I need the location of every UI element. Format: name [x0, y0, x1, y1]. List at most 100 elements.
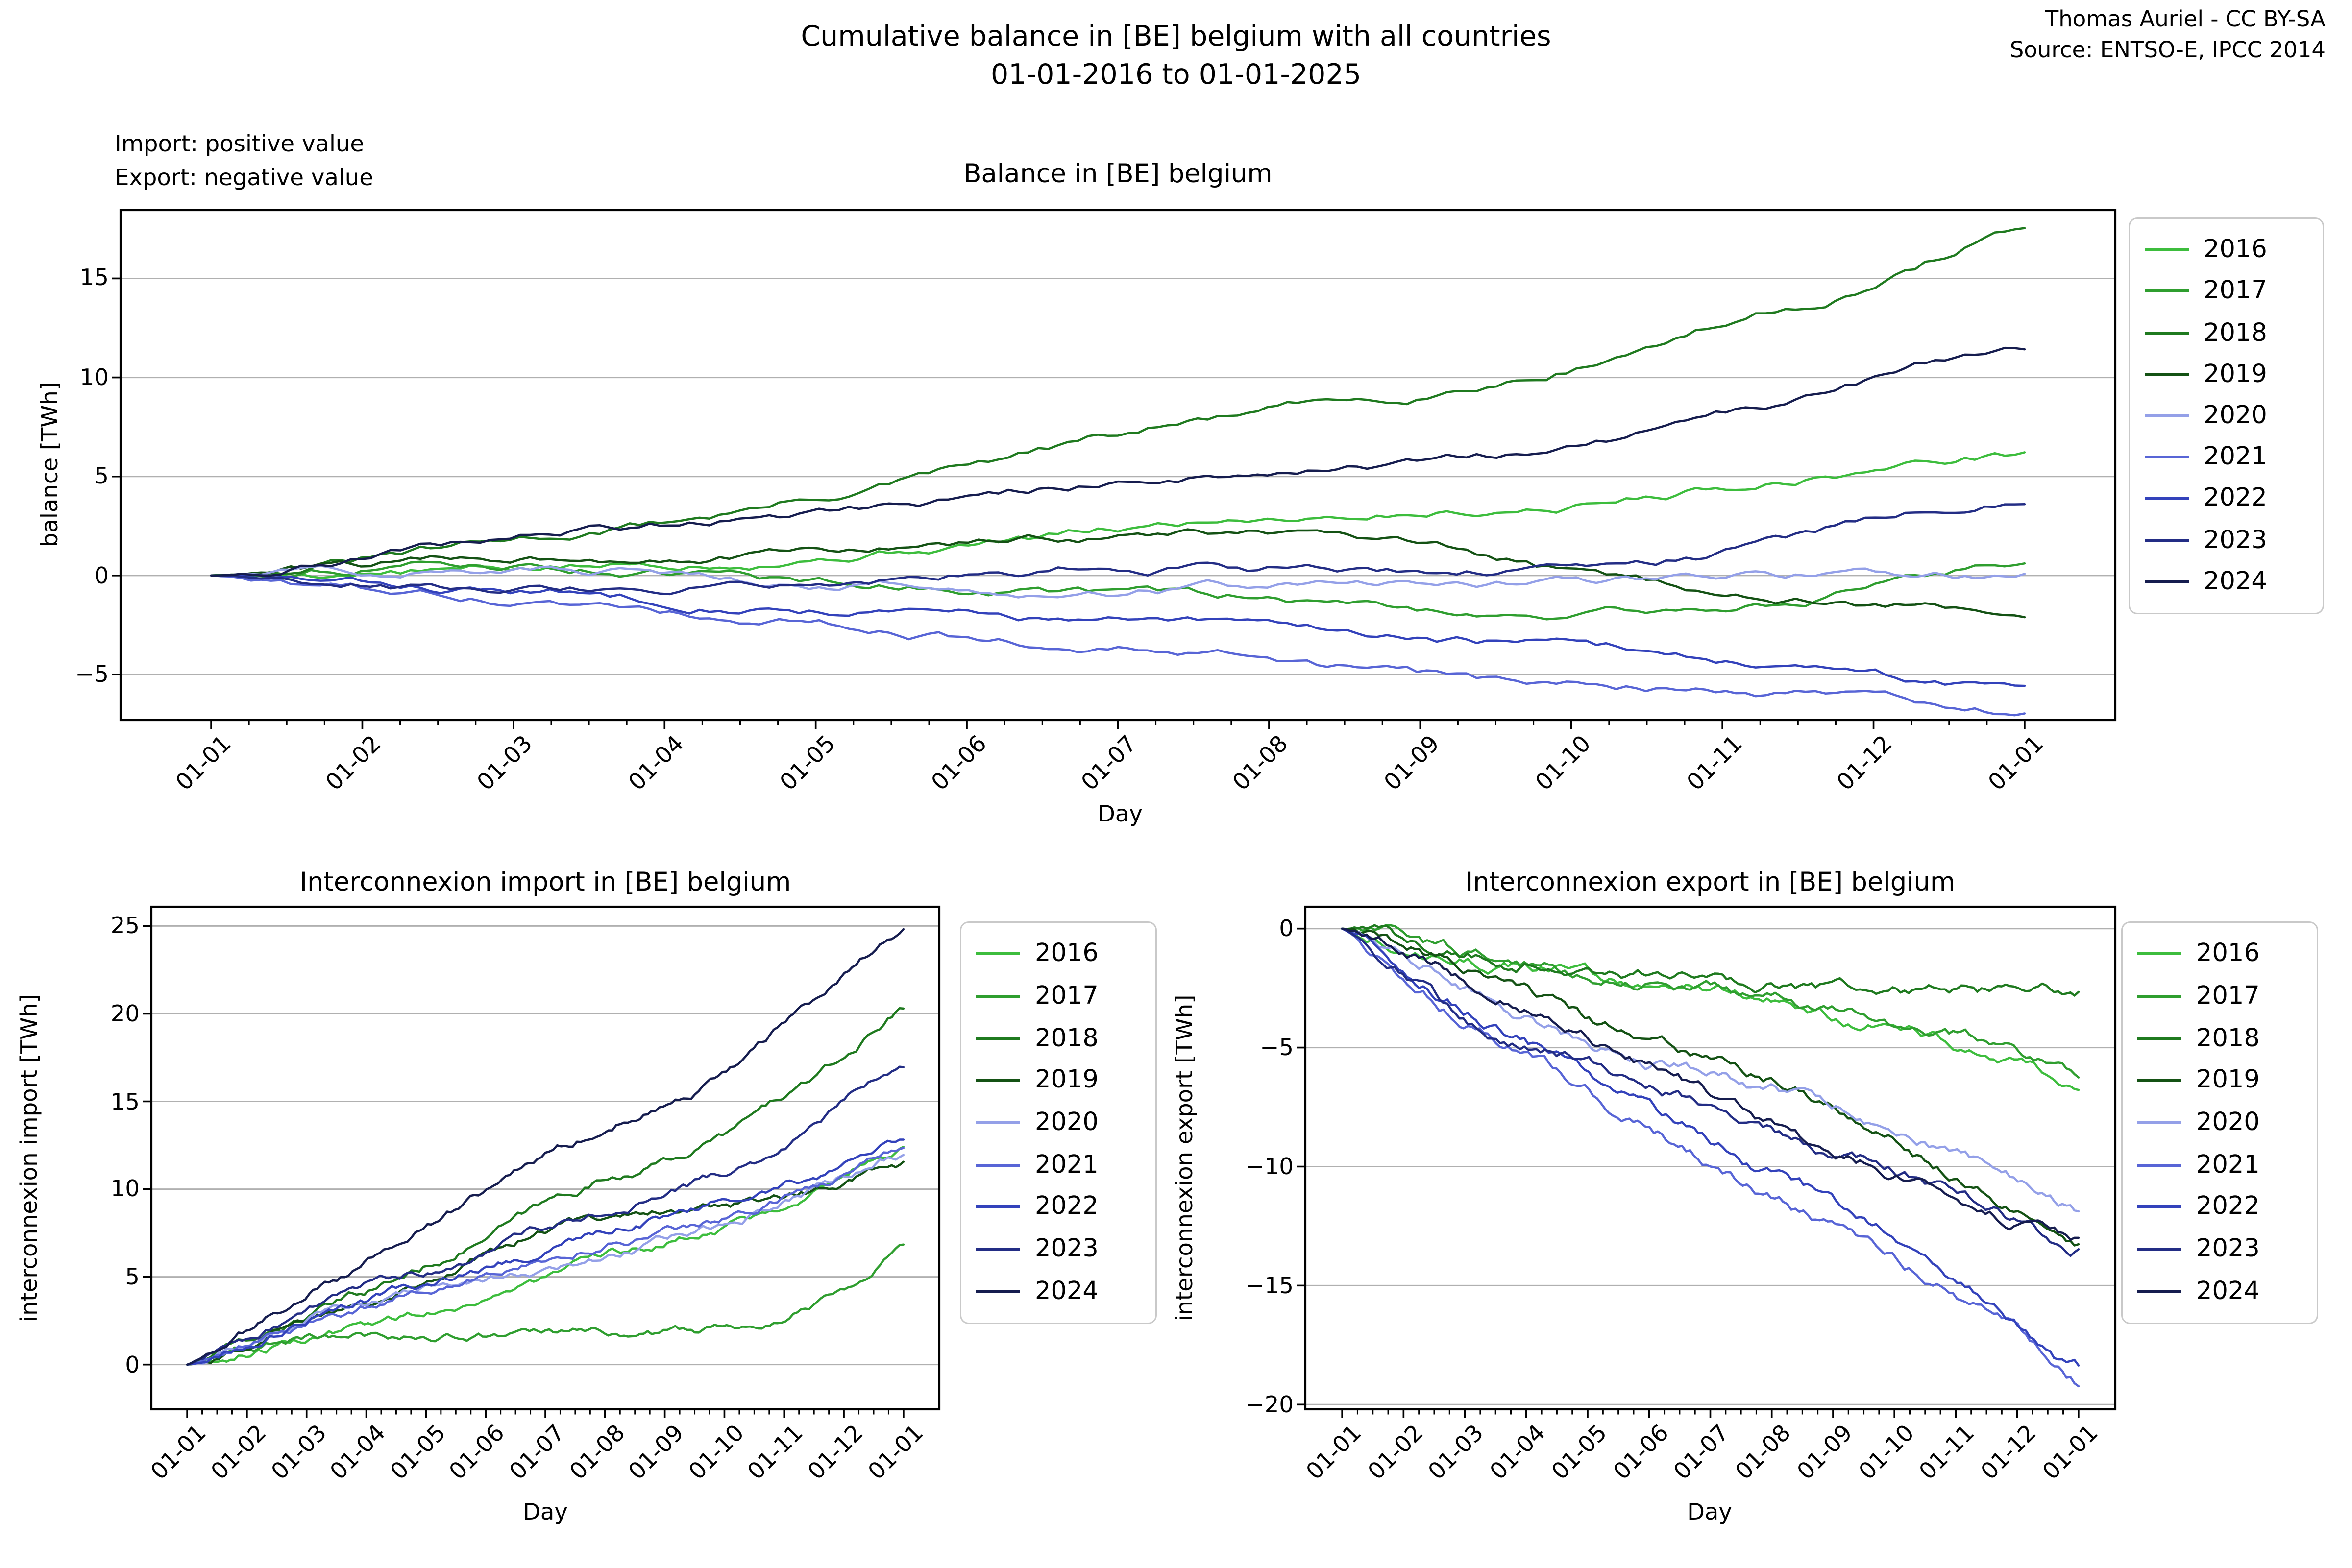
export-y-tick-label: 0: [1279, 915, 1294, 942]
export-series-2023: [1341, 927, 2080, 1257]
balance-series-2019: [210, 528, 2026, 619]
export-y-tick-label: −10: [1245, 1153, 1294, 1180]
legend-item-2020: 2020: [2137, 1108, 2302, 1137]
balance-y-tick-label: 0: [94, 562, 109, 589]
import-y-tick-label: 10: [110, 1176, 140, 1203]
balance-y-tick-label: 5: [94, 463, 109, 490]
legend-item-2016: 2016: [2145, 235, 2308, 265]
legend-line-2021: [976, 1163, 1020, 1166]
export-series-2017: [1341, 923, 2080, 1079]
export-y-tick-label: −20: [1245, 1391, 1294, 1418]
legend-line-2020: [2137, 1121, 2181, 1124]
legend-item-2018: 2018: [2145, 318, 2308, 348]
legend-label-2021: 2021: [2196, 1150, 2260, 1180]
legend-item-2023: 2023: [976, 1234, 1141, 1264]
balance-y-tick-label: 10: [79, 364, 109, 391]
legend-item-2016: 2016: [2137, 940, 2302, 969]
export-series-2022: [1341, 927, 2080, 1367]
legend-item-2017: 2017: [976, 982, 1141, 1011]
legend-item-2020: 2020: [976, 1108, 1141, 1137]
export-y-tick-label: −15: [1245, 1272, 1294, 1299]
balance-plot: [112, 209, 2117, 729]
legend-line-2019: [2137, 1079, 2181, 1082]
legend-line-2023: [2145, 538, 2189, 542]
legend-line-2024: [976, 1289, 1020, 1293]
legend-label-2017: 2017: [2196, 981, 2260, 1011]
import-series-2022: [186, 1138, 905, 1366]
export-series-2024: [1341, 927, 2080, 1241]
legend-label-2022: 2022: [1035, 1192, 1099, 1222]
import-series-2020: [186, 1154, 905, 1366]
balance-chart-title: Balance in [BE] belgium: [963, 160, 1273, 190]
legend-item-2024: 2024: [2137, 1277, 2302, 1306]
legend-label-2024: 2024: [2204, 567, 2267, 597]
legend-label-2016: 2016: [2204, 235, 2267, 265]
legend-item-2016: 2016: [976, 940, 1141, 969]
legend-label-2021: 2021: [1035, 1150, 1099, 1180]
credit: Thomas Auriel - CC BY-SA Source: ENTSO-E…: [2010, 4, 2326, 66]
legend-label-2017: 2017: [2204, 276, 2267, 306]
legend-line-2016: [2137, 952, 2181, 956]
legend-item-2018: 2018: [976, 1024, 1141, 1053]
credit-source: Source: ENTSO-E, IPCC 2014: [2009, 37, 2326, 63]
legend-label-2019: 2019: [2204, 360, 2267, 389]
legend-label-2019: 2019: [2196, 1065, 2260, 1095]
legend-label-2017: 2017: [1035, 981, 1099, 1011]
legend-label-2016: 2016: [2196, 939, 2260, 969]
credit-author: Thomas Auriel - CC BY-SA: [2045, 6, 2326, 32]
legend-label-2020: 2020: [1035, 1108, 1099, 1137]
legend-line-2019: [976, 1079, 1020, 1082]
import-y-axis-label: interconnexion import [TWh]: [16, 994, 43, 1322]
legend-line-2023: [2137, 1247, 2181, 1251]
balance-series-2024: [210, 346, 2026, 577]
legend-label-2022: 2022: [2196, 1192, 2260, 1222]
legend-label-2016: 2016: [1035, 939, 1099, 969]
legend-item-2023: 2023: [2145, 526, 2308, 555]
legend-line-2018: [976, 1037, 1020, 1040]
balance-series-2020: [210, 564, 2026, 599]
import-y-tick-label: 20: [110, 1000, 140, 1027]
import-series-2024: [186, 928, 905, 1366]
legend-item-2017: 2017: [2145, 277, 2308, 306]
balance-legend: 2016 2017 2018 2019 2020 2021 2022 2023 2024: [2129, 217, 2324, 614]
export-chart-title: Interconnexion export in [BE] belgium: [1465, 868, 1956, 898]
export-series-2019: [1341, 927, 2080, 1247]
legend-item-2017: 2017: [2137, 982, 2302, 1011]
legend-label-2018: 2018: [2204, 318, 2267, 348]
legend-item-2019: 2019: [2145, 360, 2308, 389]
export-series-2016: [1341, 927, 2080, 1091]
import-x-axis-label: Day: [523, 1499, 568, 1525]
figure-title-line1: Cumulative balance in [BE] belgium with …: [801, 21, 1551, 53]
legend-line-2024: [2145, 580, 2189, 583]
import-series-2017: [186, 1243, 905, 1366]
legend-item-2018: 2018: [2137, 1024, 2302, 1053]
legend-item-2022: 2022: [2145, 484, 2308, 513]
import-plot: [143, 905, 941, 1418]
legend-line-2017: [2145, 289, 2189, 293]
export-y-axis-label: interconnexion export [TWh]: [1172, 994, 1198, 1322]
import-chart-title: Interconnexion import in [BE] belgium: [299, 868, 791, 898]
legend-item-2022: 2022: [2137, 1192, 2302, 1222]
legend-item-2024: 2024: [2145, 567, 2308, 597]
import-series-2016: [186, 1145, 905, 1366]
balance-series-2018: [210, 227, 2026, 578]
figure-title: Cumulative balance in [BE] belgium with …: [0, 18, 2352, 94]
legend-line-2023: [976, 1247, 1020, 1251]
legend-item-2021: 2021: [2145, 443, 2308, 472]
legend-item-2021: 2021: [976, 1150, 1141, 1180]
legend-label-2024: 2024: [1035, 1276, 1099, 1306]
legend-line-2017: [976, 994, 1020, 998]
legend-label-2018: 2018: [1035, 1023, 1099, 1053]
legend-label-2018: 2018: [2196, 1023, 2260, 1053]
legend-line-2017: [2137, 994, 2181, 998]
import-y-tick-label: 0: [125, 1351, 140, 1378]
import-series-2019: [186, 1160, 905, 1366]
sign-convention-note: Import: positive value Export: negative …: [115, 128, 373, 195]
import-y-tick-label: 5: [125, 1263, 140, 1290]
legend-line-2019: [2145, 373, 2189, 376]
export-series-2020: [1341, 927, 2080, 1213]
legend-item-2023: 2023: [2137, 1234, 2302, 1264]
legend-line-2021: [2145, 456, 2189, 459]
